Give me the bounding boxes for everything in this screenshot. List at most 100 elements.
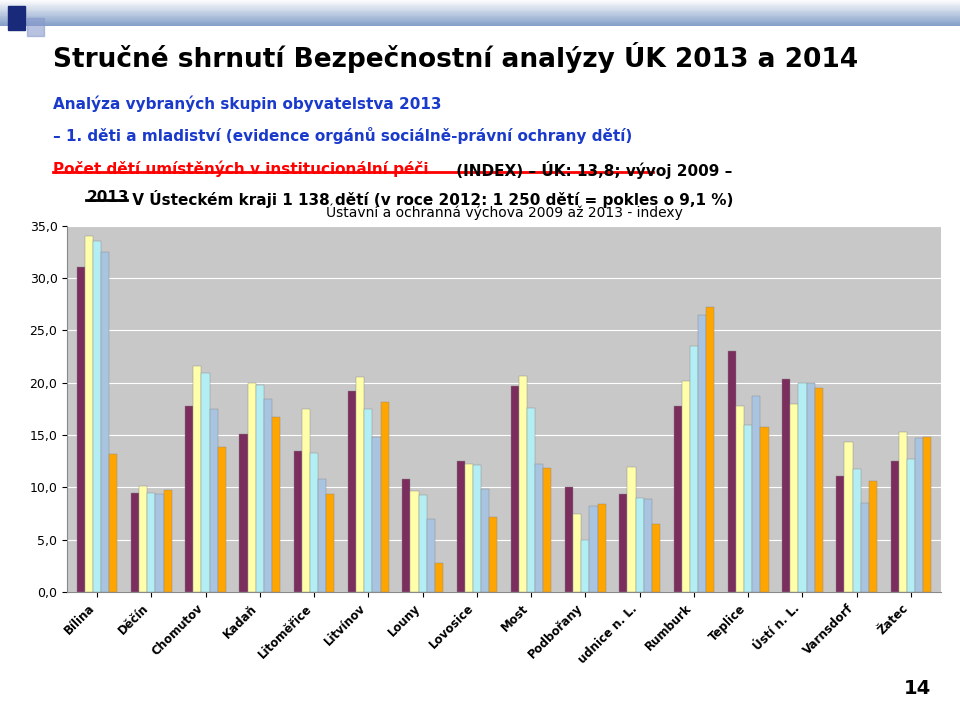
Bar bbox=[255, 385, 264, 592]
Bar bbox=[272, 417, 280, 592]
Bar bbox=[674, 406, 682, 592]
Bar bbox=[84, 236, 93, 592]
FancyArrow shape bbox=[0, 6, 960, 7]
FancyArrow shape bbox=[0, 11, 960, 12]
Bar bbox=[472, 465, 481, 592]
Bar bbox=[239, 434, 248, 592]
Bar bbox=[410, 491, 419, 592]
Bar bbox=[907, 459, 915, 592]
Bar bbox=[101, 252, 109, 592]
Bar bbox=[565, 487, 573, 592]
FancyArrow shape bbox=[0, 1, 960, 2]
Bar bbox=[248, 383, 255, 592]
Bar bbox=[869, 482, 877, 592]
FancyArrow shape bbox=[0, 25, 960, 26]
FancyArrow shape bbox=[0, 23, 960, 24]
Bar bbox=[573, 514, 582, 592]
Bar bbox=[426, 519, 435, 592]
Text: (INDEX) – ÚK: 13,8; vývoj 2009 –: (INDEX) – ÚK: 13,8; vývoj 2009 – bbox=[451, 161, 732, 179]
Bar bbox=[806, 383, 815, 592]
FancyArrow shape bbox=[0, 8, 960, 9]
Bar bbox=[698, 314, 707, 592]
FancyArrow shape bbox=[0, 2, 960, 3]
Bar bbox=[93, 241, 101, 592]
Bar bbox=[27, 18, 44, 36]
FancyArrow shape bbox=[0, 13, 960, 14]
Text: Stručné shrnutí Bezpečnostní analýzy ÚK 2013 a 2014: Stručné shrnutí Bezpečnostní analýzy ÚK … bbox=[53, 42, 858, 73]
Bar bbox=[364, 409, 372, 592]
Text: 14: 14 bbox=[904, 679, 931, 698]
Bar bbox=[790, 404, 799, 592]
Bar bbox=[202, 373, 209, 592]
Bar bbox=[8, 6, 25, 30]
Bar bbox=[489, 517, 497, 592]
FancyArrow shape bbox=[0, 20, 960, 22]
Bar bbox=[481, 489, 489, 592]
Bar bbox=[682, 381, 690, 592]
Bar bbox=[861, 503, 869, 592]
Bar bbox=[707, 307, 714, 592]
FancyArrow shape bbox=[0, 3, 960, 4]
FancyArrow shape bbox=[0, 18, 960, 19]
FancyArrow shape bbox=[0, 10, 960, 11]
Bar bbox=[924, 437, 931, 592]
Bar bbox=[294, 450, 301, 592]
Bar bbox=[348, 391, 356, 592]
Bar bbox=[891, 461, 899, 592]
Bar bbox=[318, 479, 326, 592]
FancyArrow shape bbox=[0, 12, 960, 13]
FancyArrow shape bbox=[0, 4, 960, 5]
Bar bbox=[310, 453, 318, 592]
Title: Ústavní a ochranná výchova 2009 až 2013 - indexy: Ústavní a ochranná výchova 2009 až 2013 … bbox=[325, 204, 683, 220]
Bar bbox=[899, 432, 907, 592]
Bar bbox=[511, 386, 519, 592]
Bar bbox=[457, 461, 465, 592]
FancyArrow shape bbox=[0, 24, 960, 25]
Bar bbox=[193, 366, 202, 592]
Bar bbox=[652, 524, 660, 592]
FancyArrow shape bbox=[0, 19, 960, 20]
Bar bbox=[915, 439, 924, 592]
Bar bbox=[535, 465, 543, 592]
Text: – 1. děti a mladiství (evidence orgánů sociálně-právní ochrany dětí): – 1. děti a mladiství (evidence orgánů s… bbox=[53, 127, 632, 144]
Bar bbox=[185, 406, 193, 592]
Bar bbox=[782, 379, 790, 592]
Text: Počet dětí umístěných v institucionální péči: Počet dětí umístěných v institucionální … bbox=[53, 161, 428, 177]
Bar bbox=[218, 446, 226, 592]
Bar bbox=[852, 469, 861, 592]
Text: 2013: 2013 bbox=[86, 190, 129, 205]
Bar bbox=[380, 402, 389, 592]
Bar bbox=[156, 493, 163, 592]
Bar bbox=[628, 467, 636, 592]
Bar bbox=[326, 493, 334, 592]
Text: Analýza vybraných skupin obyvatelstva 2013: Analýza vybraných skupin obyvatelstva 20… bbox=[53, 95, 442, 111]
Bar bbox=[519, 376, 527, 592]
Bar bbox=[760, 427, 769, 592]
Bar bbox=[264, 400, 272, 592]
Bar bbox=[543, 467, 551, 592]
Bar bbox=[836, 476, 845, 592]
Bar bbox=[753, 396, 760, 592]
FancyArrow shape bbox=[0, 7, 960, 8]
Bar bbox=[690, 346, 698, 592]
Text: V Ústeckém kraji 1 138 dětí (v roce 2012: 1 250 dětí = pokles o 9,1 %): V Ústeckém kraji 1 138 dětí (v roce 2012… bbox=[127, 190, 733, 209]
Bar bbox=[163, 489, 172, 592]
Bar bbox=[582, 540, 589, 592]
FancyArrow shape bbox=[0, 16, 960, 18]
Bar bbox=[736, 406, 744, 592]
Bar bbox=[419, 495, 426, 592]
FancyArrow shape bbox=[0, 5, 960, 6]
FancyArrow shape bbox=[0, 22, 960, 23]
Bar bbox=[465, 465, 472, 592]
Bar bbox=[527, 408, 535, 592]
Bar bbox=[139, 486, 147, 592]
Bar bbox=[597, 504, 606, 592]
FancyArrow shape bbox=[0, 14, 960, 15]
Bar bbox=[131, 493, 139, 592]
Bar bbox=[589, 506, 597, 592]
Bar bbox=[147, 493, 156, 592]
Bar bbox=[109, 454, 117, 592]
Bar bbox=[372, 437, 380, 592]
Bar bbox=[77, 267, 84, 592]
FancyArrow shape bbox=[0, 15, 960, 16]
